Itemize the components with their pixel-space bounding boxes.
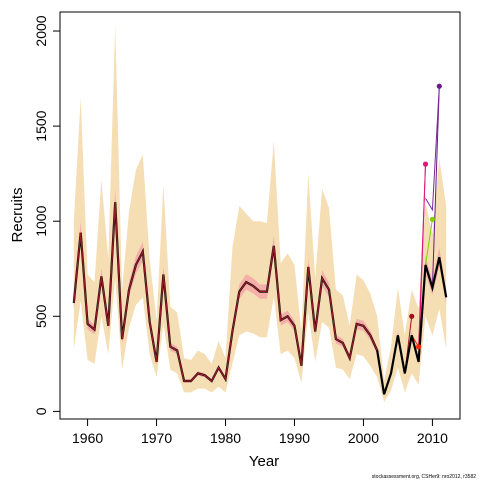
y-axis-title: Recruits	[9, 187, 26, 242]
retro-point	[422, 161, 429, 167]
confidence-band-layer	[73, 25, 447, 402]
retro-point	[416, 344, 422, 350]
retro-point	[429, 216, 436, 222]
y-tick-label: 500	[33, 304, 49, 328]
retro-line-overlay	[73, 202, 378, 383]
retro-line-latest	[425, 86, 440, 212]
retro-points-layer	[409, 83, 442, 350]
retrospective-lines-layer	[404, 86, 440, 374]
x-axis-title: Year	[249, 453, 279, 470]
y-tick-label: 1500	[33, 110, 49, 141]
x-tick-label: 1990	[279, 430, 310, 446]
footnote: stockassessment.org, CSHer9: nro2012, r3…	[372, 474, 476, 480]
retro-line-pink	[418, 164, 427, 347]
y-axis: 0 500 1000 1500 2000	[33, 15, 60, 415]
retro-point	[436, 83, 442, 89]
y-tick-label: 0	[33, 407, 49, 415]
x-tick-label: 2000	[348, 430, 379, 446]
retro-point	[409, 313, 415, 319]
y-tick-label: 2000	[33, 15, 49, 46]
y-tick-label: 1000	[33, 205, 49, 236]
x-tick-label: 2010	[417, 430, 448, 446]
recruits-line-layer	[72, 202, 448, 395]
x-tick-label: 1970	[141, 430, 172, 446]
confidence-band	[73, 25, 447, 402]
retro-connector	[425, 219, 433, 266]
retro-connector	[431, 86, 440, 288]
x-tick-label: 1980	[210, 430, 241, 446]
x-tick-label: 1960	[72, 430, 103, 446]
x-axis: 1960 1970 1980 1990 2000 2010	[72, 418, 448, 446]
